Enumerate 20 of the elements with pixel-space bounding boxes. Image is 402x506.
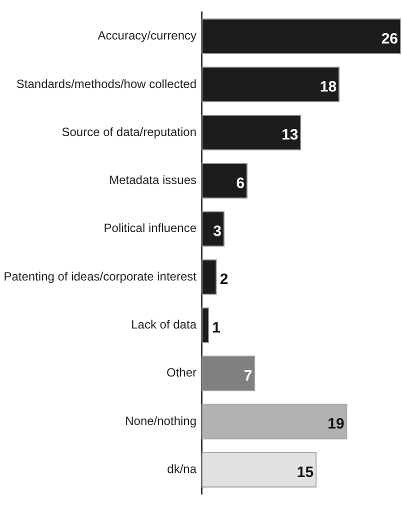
y-tick-label: Standards/methods/how collected <box>16 76 196 91</box>
y-tick-label: Patenting of ideas/corporate interest <box>4 269 198 284</box>
y-tick-label: Metadata issues <box>109 173 196 188</box>
data-label: 15 <box>296 464 314 481</box>
y-tick-label: Source of data/reputation <box>62 124 196 139</box>
y-tick-label: None/nothing <box>125 414 196 428</box>
data-label: 26 <box>381 30 398 48</box>
data-label: 18 <box>320 78 337 96</box>
y-tick-label: Other <box>166 366 196 380</box>
y-tick-label: Lack of data <box>131 318 197 332</box>
data-label: 3 <box>213 223 222 240</box>
data-label: 7 <box>244 368 252 385</box>
data-label: 13 <box>282 126 298 144</box>
y-tick-label: Accuracy/currency <box>98 28 196 43</box>
data-label: 1 <box>212 319 221 336</box>
data-label: 6 <box>236 174 245 192</box>
data-label: 2 <box>220 271 228 288</box>
y-tick-label: Political influence <box>104 221 197 236</box>
data-label: 19 <box>328 416 344 433</box>
y-tick-label: dk/na <box>167 462 197 476</box>
